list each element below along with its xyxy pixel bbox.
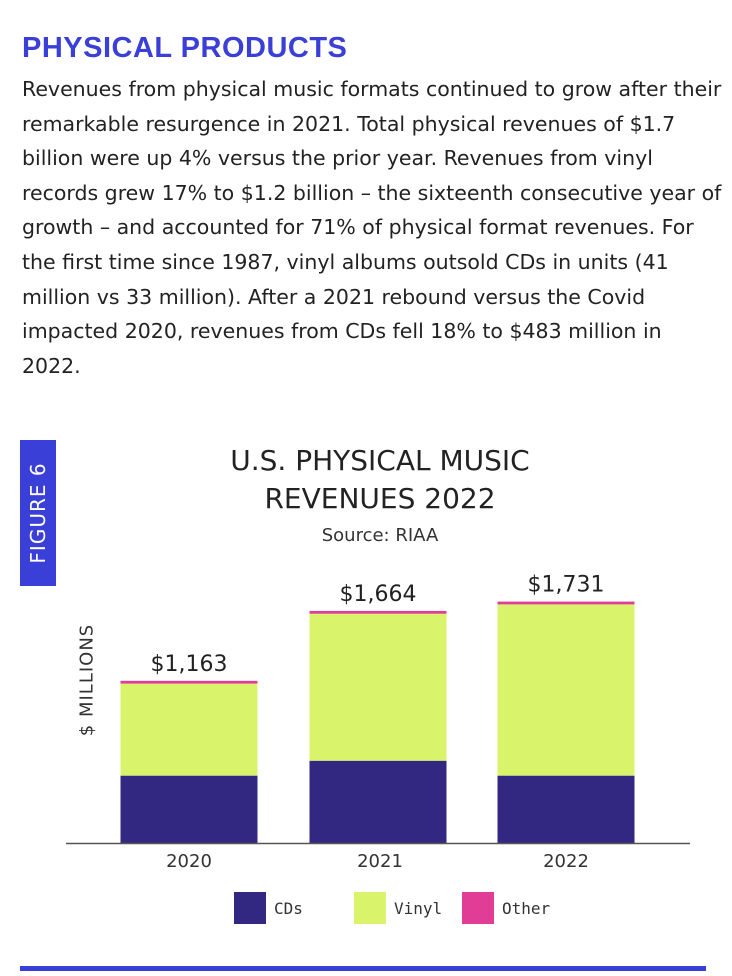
legend-label-vinyl: Vinyl [394, 899, 443, 918]
legend-swatch-vinyl [354, 892, 386, 924]
x-tick-2021: 2021 [357, 851, 403, 872]
x-tick-2022: 2022 [543, 851, 589, 872]
bar-cds-2020 [120, 775, 258, 843]
x-tick-2020: 2020 [166, 851, 212, 872]
legend-swatch-other [462, 892, 494, 924]
bar-cds-2021 [309, 760, 447, 843]
figure-tag: FIGURE 6 [20, 440, 56, 586]
legend-label-cds: CDs [274, 899, 303, 918]
bottom-divider [20, 966, 706, 971]
bar-vinyl-2020 [120, 683, 258, 776]
total-label-2021: $1,664 [340, 582, 417, 607]
bar-vinyl-2021 [309, 613, 447, 761]
total-label-2020: $1,163 [151, 652, 228, 677]
stacked-bar-chart: $1,163 2020 $1,664 2021 $1,731 2022 [66, 573, 690, 872]
bar-vinyl-2022 [497, 604, 635, 776]
chart-title: U.S. PHYSICAL MUSIC REVENUES 2022 [160, 442, 600, 518]
bar-other-2022 [497, 601, 635, 605]
chart-title-line-1: U.S. PHYSICAL MUSIC [230, 444, 530, 477]
chart-title-line-2: REVENUES 2022 [264, 482, 496, 515]
legend-swatch-cds [234, 892, 266, 924]
section-heading: PHYSICAL PRODUCTS [22, 32, 348, 64]
chart-subtitle: Source: RIAA [321, 525, 439, 546]
body-paragraph: Revenues from physical music formats con… [22, 77, 722, 378]
bar-other-2020 [120, 680, 258, 684]
bar-cds-2022 [497, 775, 635, 843]
legend-label-other: Other [502, 899, 551, 918]
total-label-2022: $1,731 [528, 573, 605, 598]
bar-other-2021 [309, 610, 447, 614]
